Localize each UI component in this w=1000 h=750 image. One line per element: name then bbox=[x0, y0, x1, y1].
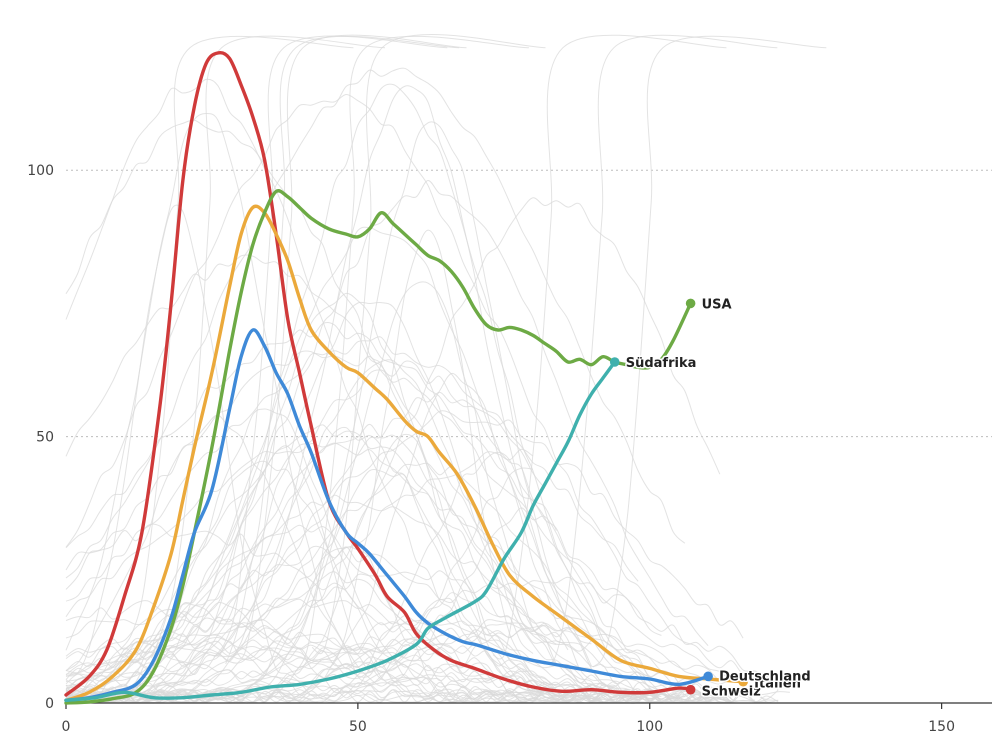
series-end-marker-suedafrika bbox=[609, 357, 620, 367]
series-end-marker-deutschland bbox=[703, 671, 713, 682]
background-country-line bbox=[65, 301, 615, 701]
background-country-line bbox=[65, 83, 732, 698]
series-line-suedafrika bbox=[64, 360, 617, 702]
background-country-line bbox=[65, 391, 546, 700]
axes: 0 50 100 150 bbox=[62, 702, 992, 735]
background-country-line bbox=[311, 34, 546, 655]
x-tick-label: 0 bbox=[62, 719, 71, 735]
series-label-schweiz: Schweiz bbox=[702, 685, 761, 700]
background-country-line bbox=[65, 494, 569, 680]
background-country-line bbox=[65, 653, 627, 703]
background-country-line bbox=[119, 35, 354, 651]
background-country-line bbox=[65, 460, 767, 703]
background-country-line bbox=[592, 35, 827, 668]
x-tick-label: 50 bbox=[349, 719, 367, 735]
y-tick-label: 0 bbox=[45, 696, 54, 712]
background-country-line bbox=[65, 424, 721, 700]
series-label-usa: USA bbox=[702, 297, 732, 312]
series-label-deutschland: Deutschland bbox=[719, 669, 811, 684]
background-country-line bbox=[65, 197, 721, 704]
background-country-line bbox=[65, 410, 744, 683]
y-tick-label: 50 bbox=[36, 430, 54, 446]
series-end-marker-italien bbox=[738, 676, 748, 687]
background-country-line bbox=[65, 254, 697, 685]
background-country-line bbox=[65, 94, 755, 677]
series-line-deutschland bbox=[64, 328, 710, 702]
background-country-line bbox=[543, 34, 778, 665]
background-country-line bbox=[65, 414, 534, 703]
series-line-italien bbox=[64, 204, 745, 702]
background-country-line bbox=[294, 35, 529, 673]
x-tick-label: 100 bbox=[636, 719, 663, 735]
background-country-line bbox=[65, 451, 779, 703]
gridlines: 0 50 100 bbox=[27, 163, 992, 712]
x-tick-label: 150 bbox=[928, 719, 955, 735]
background-country-line bbox=[65, 570, 557, 698]
series-end-marker-schweiz bbox=[685, 684, 696, 695]
background-country-line bbox=[65, 647, 732, 704]
background-country-line bbox=[65, 350, 779, 691]
background-country-line bbox=[65, 336, 639, 602]
series-line-usa bbox=[64, 189, 693, 705]
highlighted-series bbox=[64, 51, 748, 705]
background-country-line bbox=[65, 600, 604, 704]
background-country-line bbox=[65, 360, 557, 685]
background-country-line bbox=[65, 119, 755, 702]
background-country-line bbox=[65, 85, 592, 704]
background-country-line bbox=[225, 35, 460, 665]
background-country-line bbox=[65, 462, 685, 702]
background-country-line bbox=[65, 78, 662, 703]
background-country-line bbox=[65, 598, 592, 689]
series-end-marker-usa bbox=[685, 298, 696, 309]
background-country-line bbox=[65, 626, 755, 703]
background-country-line bbox=[213, 35, 448, 658]
series-label-suedafrika: Südafrika bbox=[626, 356, 697, 371]
background-country-line bbox=[65, 321, 662, 636]
series-line-schweiz bbox=[64, 51, 693, 697]
series-label-italien: Italien bbox=[754, 677, 801, 692]
background-country-line bbox=[151, 35, 386, 659]
background-country-line bbox=[65, 67, 686, 579]
background-country-line bbox=[492, 34, 727, 660]
y-tick-label: 100 bbox=[27, 163, 54, 179]
